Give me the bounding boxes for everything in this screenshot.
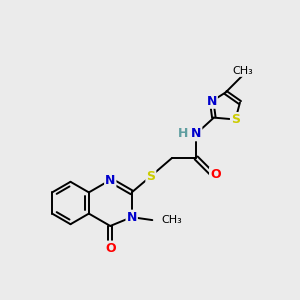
Text: N: N <box>191 127 201 140</box>
Text: O: O <box>105 242 116 254</box>
Text: S: S <box>146 170 155 183</box>
Text: S: S <box>231 113 240 126</box>
Text: H: H <box>178 127 188 140</box>
Text: N: N <box>105 173 116 187</box>
Text: N: N <box>206 95 217 108</box>
Text: O: O <box>210 168 220 181</box>
Text: CH₃: CH₃ <box>233 66 254 76</box>
Text: N: N <box>127 211 137 224</box>
Text: CH₃: CH₃ <box>161 215 182 225</box>
